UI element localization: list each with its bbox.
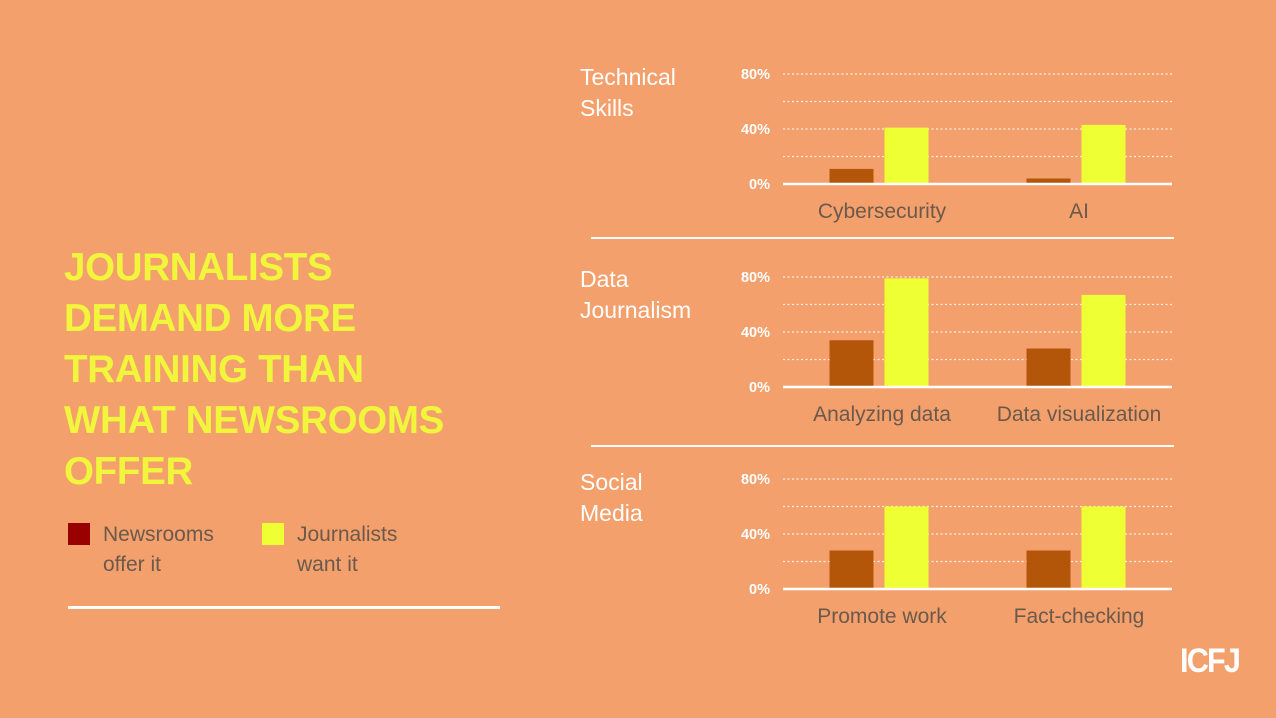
- bar-journalists: [884, 127, 929, 184]
- headline-line: TRAINING THAN: [64, 348, 364, 391]
- panel-title-data-journalism: Data Journalism: [580, 264, 691, 326]
- headline-line: DEMAND MORE: [64, 297, 356, 340]
- icfj-logo: ICFJ: [1180, 642, 1241, 680]
- panel-title-line: Media: [580, 500, 643, 526]
- bar-newsrooms: [1026, 178, 1071, 184]
- category-label: Fact-checking: [1014, 605, 1145, 628]
- panel-title-technical: Technical Skills: [580, 62, 676, 124]
- panel-title-line: Social: [580, 469, 643, 495]
- bar-newsrooms: [829, 168, 874, 184]
- legend-item-journalists: Journalists want it: [262, 520, 397, 580]
- legend-swatch-newsrooms: [68, 523, 90, 545]
- bar-newsrooms: [1026, 348, 1071, 387]
- y-tick-label: 40%: [741, 527, 770, 543]
- y-tick-label: 40%: [741, 325, 770, 341]
- bar-journalists: [884, 278, 929, 387]
- legend-swatch-journalists: [262, 523, 284, 545]
- legend-label-newsrooms: Newsrooms offer it: [103, 520, 214, 580]
- y-tick-label: 40%: [741, 122, 770, 138]
- bar-newsrooms: [829, 550, 874, 589]
- bar-newsrooms: [829, 340, 874, 387]
- y-tick-label: 0%: [749, 380, 770, 396]
- bar-newsrooms: [1026, 550, 1071, 589]
- panel-title-social-media: Social Media: [580, 467, 643, 529]
- headline-line: JOURNALISTS: [64, 246, 333, 289]
- category-label: Cybersecurity: [818, 200, 947, 223]
- bar-journalists: [1081, 294, 1126, 387]
- y-tick-label: 80%: [741, 472, 770, 488]
- y-tick-label: 80%: [741, 67, 770, 83]
- category-label: Analyzing data: [813, 403, 951, 426]
- panel-title-line: Data: [580, 266, 629, 292]
- legend-item-newsrooms: Newsrooms offer it: [68, 520, 214, 580]
- category-label: Data visualization: [997, 403, 1162, 426]
- headline: JOURNALISTS DEMAND MORE TRAINING THAN WH…: [64, 242, 504, 497]
- headline-line: WHAT NEWSROOMS: [64, 399, 445, 442]
- bar-journalists: [884, 506, 929, 589]
- y-tick-label: 0%: [749, 177, 770, 193]
- panel-title-line: Skills: [580, 95, 634, 121]
- y-tick-label: 0%: [749, 582, 770, 598]
- panel-title-line: Journalism: [580, 297, 692, 323]
- bar-journalists: [1081, 506, 1126, 589]
- legend-label-line: Journalists: [297, 523, 398, 546]
- headline-line: OFFER: [64, 450, 193, 493]
- category-label: Promote work: [817, 605, 947, 628]
- legend-label-line: offer it: [103, 553, 161, 576]
- panel-title-line: Technical: [580, 64, 676, 90]
- legend-divider: [68, 606, 500, 609]
- legend-label-line: want it: [297, 553, 358, 576]
- y-tick-label: 80%: [741, 270, 770, 286]
- category-label: AI: [1069, 200, 1089, 223]
- legend-label-journalists: Journalists want it: [297, 520, 397, 580]
- bar-journalists: [1081, 124, 1126, 184]
- legend-label-line: Newsrooms: [103, 523, 214, 546]
